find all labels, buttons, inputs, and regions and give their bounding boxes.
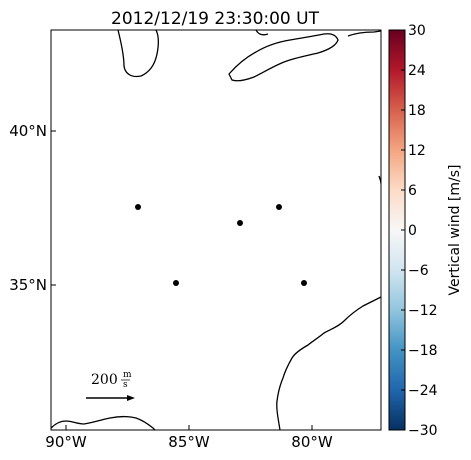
colorbar: 30 24 18 12 6 0 −6 −12 −18 −24 −30 Verti… xyxy=(388,23,463,439)
lat-ticks xyxy=(51,130,56,286)
lat-tick-label: 35°N xyxy=(9,276,47,294)
station-marker xyxy=(276,204,282,210)
colorbar-tick-label: 12 xyxy=(408,143,426,159)
stations xyxy=(135,204,307,286)
map-title: 2012/12/19 23:30:00 UT xyxy=(111,9,320,29)
colorbar-tick-label: 18 xyxy=(408,103,426,119)
map-frame xyxy=(50,29,382,431)
lon-tick-label: 90°W xyxy=(45,433,87,451)
lake-erie-shore xyxy=(228,33,339,82)
gulf-coastline xyxy=(51,415,156,430)
reference-arrow-unit-num: m xyxy=(123,370,132,380)
lon-tick-label: 85°W xyxy=(168,433,210,451)
colorbar-tick-label: −18 xyxy=(408,343,438,359)
colorbar-ticks xyxy=(401,29,405,431)
colorbar-tick-label: 24 xyxy=(408,63,426,79)
colorbar-tick-label: −6 xyxy=(408,263,429,279)
station-marker xyxy=(135,204,141,210)
colorbar-tick-label: −24 xyxy=(408,383,438,399)
colorbar-tick-label: 30 xyxy=(408,23,426,39)
lat-tick-label: 40°N xyxy=(9,122,47,140)
lon-ticks xyxy=(65,425,313,430)
colorbar-tick-label: 0 xyxy=(408,223,417,239)
lake-michigan-shore xyxy=(117,30,160,78)
colorbar-tick-label: −12 xyxy=(408,303,438,319)
colorbar-tick-label: 6 xyxy=(408,183,417,199)
station-marker xyxy=(173,280,179,286)
reference-arrow-unit-den: s xyxy=(123,380,128,390)
colorbar-tick-label: −30 xyxy=(408,423,438,439)
atlantic-coastline xyxy=(276,296,381,430)
lon-tick-label: 80°W xyxy=(291,433,333,451)
reference-arrow-value: 200 xyxy=(91,372,118,388)
lake-ontario-shore xyxy=(347,30,381,37)
coastlines xyxy=(51,30,381,430)
station-marker xyxy=(237,220,243,226)
station-marker xyxy=(301,280,307,286)
reference-arrow: 200 m s xyxy=(86,370,135,401)
colorbar-label: Vertical wind [m/s] xyxy=(447,165,463,296)
lake-huron-shore xyxy=(255,30,269,36)
map-area: 200 m s 40°N 35°N 90°W 85°W 80°W xyxy=(9,29,382,451)
